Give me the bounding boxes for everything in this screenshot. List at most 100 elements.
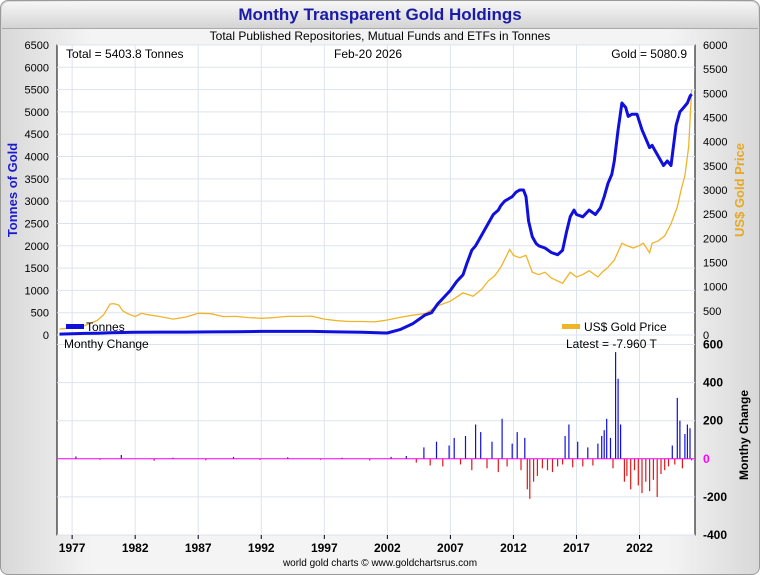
change-bar [464, 436, 467, 459]
y-tick-label-change: -400 [703, 528, 727, 542]
change-bar [491, 441, 493, 459]
change-bar [606, 418, 608, 459]
change-bar [609, 437, 612, 459]
change-bar [630, 458, 632, 490]
change-bar [259, 458, 261, 460]
change-bar [603, 430, 605, 459]
y-tick-label-change: 600 [703, 338, 723, 352]
tonnes-line [59, 93, 693, 336]
change-bar [551, 458, 554, 473]
change-bar [475, 424, 477, 459]
change-bar [656, 458, 658, 497]
change-bar [506, 458, 508, 467]
y-tick-label-gold-price: 4500 [703, 113, 727, 125]
change-bar [520, 458, 522, 471]
change-bar [442, 458, 444, 467]
change-bar [526, 458, 528, 490]
change-bar [172, 457, 174, 459]
change-bar [617, 378, 619, 459]
y-tick-label-gold-price: 3500 [703, 161, 727, 173]
y-tick-label-gold-price: 1500 [703, 258, 727, 270]
change-bar [153, 458, 155, 461]
y-tick-label-tonnes: 6000 [25, 62, 49, 74]
y-tick-label-change: 0 [703, 452, 710, 466]
change-bar [480, 432, 482, 459]
change-bar [674, 458, 676, 465]
change-bar [516, 432, 518, 459]
change-bar [75, 456, 77, 459]
x-tick-label: 1997 [311, 541, 338, 555]
legend-tonnes-label: Tonnes [86, 320, 125, 334]
change-bar [679, 420, 681, 459]
change-bar [652, 458, 654, 480]
x-tick-label: 2022 [626, 541, 653, 555]
monthly-change-bars [75, 352, 693, 499]
change-bar [415, 458, 417, 463]
x-tick-label: 2012 [500, 541, 527, 555]
change-bar [626, 458, 628, 476]
change-bar [524, 437, 526, 459]
y-axis-label-monthly-change: Monthy Change [737, 390, 751, 480]
change-bar [448, 445, 450, 459]
y-tick-label-tonnes: 6500 [25, 40, 49, 52]
y-tick-label-change: 200 [703, 414, 723, 428]
y-axis-label-tonnes: Tonnes of Gold [5, 143, 20, 237]
x-tick-label: 2002 [374, 541, 401, 555]
change-bar [671, 445, 673, 459]
y-tick-label-gold-price: 6000 [703, 40, 727, 52]
y-tick-label-change: 400 [703, 376, 723, 390]
y-tick-label-tonnes: 2500 [25, 218, 49, 230]
change-bar [637, 458, 639, 486]
total-annotation: Total = 5403.8 Tonnes [66, 47, 184, 61]
change-bar [660, 458, 662, 474]
y-tick-label-gold-price: 2500 [703, 209, 727, 221]
change-bar [390, 456, 392, 459]
chart-subtitle: Total Published Repositories, Mutual Fun… [209, 29, 551, 43]
change-bar [615, 352, 617, 459]
change-bar [557, 458, 559, 467]
change-bar [689, 428, 691, 459]
change-bar [568, 424, 570, 459]
change-bar [686, 424, 688, 459]
y-tick-label-tonnes: 5000 [25, 107, 49, 119]
change-bar [486, 458, 488, 469]
change-bar [533, 458, 535, 482]
y-tick-label-tonnes: 4500 [25, 129, 49, 141]
change-bar [459, 458, 462, 465]
y-tick-label-gold-price: 3000 [703, 185, 727, 197]
change-bar [601, 436, 603, 459]
change-bar [577, 441, 579, 459]
x-tick-label: 1987 [185, 541, 212, 555]
change-bar [620, 424, 622, 459]
change-bar [633, 458, 636, 471]
change-bar [369, 458, 371, 461]
y-tick-label-tonnes: 1500 [25, 263, 49, 275]
change-bar [684, 434, 686, 459]
change-bar [546, 458, 549, 471]
change-bar [501, 418, 503, 459]
change-bar [676, 397, 678, 459]
title-bar: Monthy Transparent Gold Holdings [2, 2, 758, 29]
y-tick-label-gold-price: 2000 [703, 233, 727, 245]
change-bar [497, 458, 499, 473]
gold-price-line-group [59, 89, 693, 330]
y-tick-label-gold-price: 500 [703, 306, 721, 318]
change-bar [587, 447, 589, 459]
change-bar [592, 458, 594, 466]
change-bar [536, 458, 538, 476]
change-bar [582, 458, 584, 467]
y-tick-label-gold-price: 5500 [703, 64, 727, 76]
x-tick-label: 1977 [59, 541, 86, 555]
tonnes-line-group [59, 93, 693, 336]
footer-credit: world gold charts © www.goldchartsrus.co… [282, 558, 478, 569]
x-tick-label: 1992 [248, 541, 275, 555]
change-bar [597, 443, 599, 459]
change-bar [681, 458, 683, 469]
y-tick-label-tonnes: 500 [31, 308, 49, 320]
y-tick-label-tonnes: 1000 [25, 285, 49, 297]
change-bar [541, 458, 543, 469]
change-bar [664, 458, 666, 471]
y-tick-label-gold-price: 4000 [703, 137, 727, 149]
y-tick-label-tonnes: 4000 [25, 152, 49, 164]
